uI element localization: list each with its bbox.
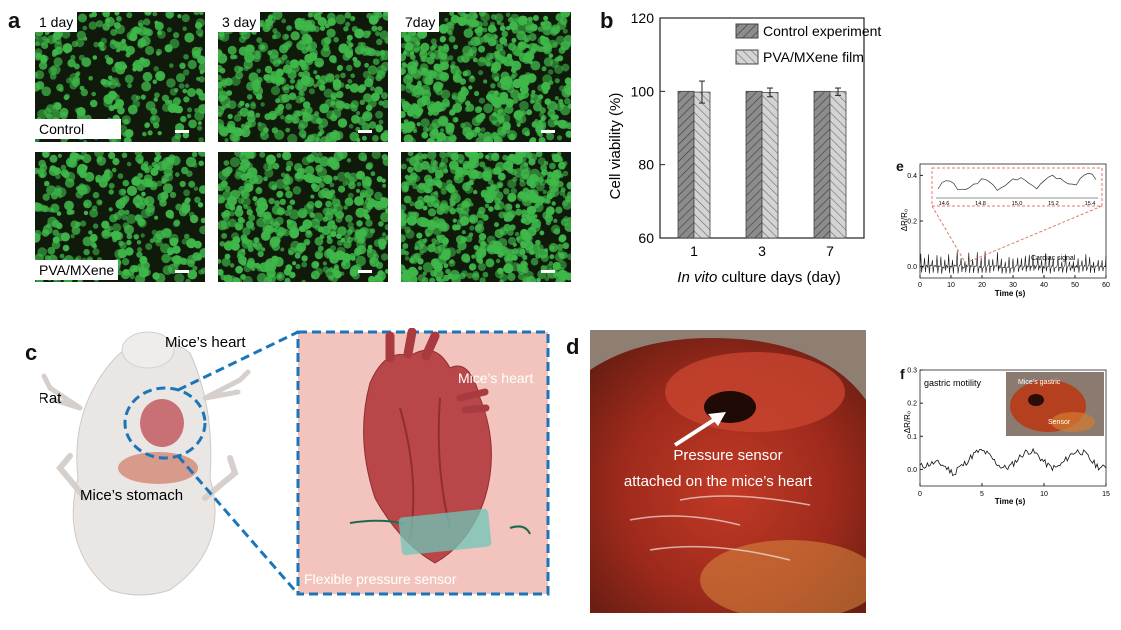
heart-focus-ring <box>123 386 207 460</box>
legend-swatch <box>735 23 759 39</box>
label-inset-heart: Mice’s heart <box>458 370 533 386</box>
x-tick-label: 60 <box>1102 282 1110 289</box>
y-tick-label: 100 <box>631 83 655 99</box>
y-tick-label: 0.0 <box>907 264 917 271</box>
day-label: 7day <box>401 12 440 32</box>
micrograph-control-day-3: 7day <box>401 12 571 142</box>
scale-bar <box>175 130 189 133</box>
x-axis-label: Time (s) <box>995 497 1026 506</box>
line-chart-cardiac-signal: ΔR/R₀ Time (s) Cardiac signal 0 10 20 30 40 5… <box>900 163 1110 298</box>
scale-bar <box>541 130 555 133</box>
label-flexible-sensor: Flexible pressure sensor <box>304 571 457 587</box>
bar-control <box>813 90 831 239</box>
x-tick-label: 0 <box>918 491 922 498</box>
inset-x-tick-label: 15.0 <box>1012 201 1023 207</box>
x-tick-label: 0 <box>918 282 922 289</box>
y-axis-label: ΔR/R₀ <box>900 209 909 231</box>
inset-x-tick-label: 14.6 <box>939 201 950 207</box>
gastric-signal-line <box>919 447 1107 477</box>
panel-label-c: c <box>25 340 38 365</box>
y-tick-label: 0.2 <box>907 219 917 226</box>
zoom-line-top <box>177 330 299 392</box>
x-tick-label: 3 <box>758 243 766 259</box>
label-mices-heart: Mice’s heart <box>165 334 246 351</box>
panel-label-d: d <box>566 334 580 359</box>
bar-chart-cell-viability: Cell viability (%) In vito culture days … <box>607 10 881 286</box>
y-tick-label: 0.4 <box>907 173 917 180</box>
label-attached-heart: attached on the mice’s heart <box>624 473 813 490</box>
bar-control <box>677 90 695 239</box>
inset-x-tick-label: 15.4 <box>1085 201 1096 207</box>
y-tick-label: 80 <box>638 157 654 173</box>
micrograph-pva-mxene-day-2 <box>218 152 388 282</box>
rat-heart-illustration: Mice’s heart Rat Mice’s stomach Mice’s h… <box>40 328 550 596</box>
y-axis-label: ΔR/R₀ <box>903 411 912 433</box>
x-tick-label: 20 <box>978 282 986 289</box>
scale-bar <box>175 270 189 273</box>
label-pressure-sensor: Pressure sensor <box>673 447 782 464</box>
zoom-line-bottom <box>176 455 300 595</box>
line-chart-gastric-motility: ΔR/R₀ Time (s) gastric motility 0 5 10 15 0.… <box>903 368 1110 507</box>
y-axis-label: Cell viability (%) <box>607 93 624 200</box>
label-rat: Rat <box>40 390 62 407</box>
legend-swatch <box>735 49 759 65</box>
bar-control <box>745 90 763 239</box>
group-label: Control <box>35 119 121 139</box>
rat-illustration <box>41 331 251 596</box>
scale-bar <box>358 270 372 273</box>
bar-pva-mxene <box>693 91 711 239</box>
x-axis-label: Time (s) <box>995 289 1026 298</box>
group-label: PVA/MXene <box>35 260 119 280</box>
inset-label-sensor: Sensor <box>1048 419 1071 426</box>
x-tick-label: 10 <box>1040 491 1048 498</box>
x-tick-label: 5 <box>980 491 984 498</box>
bar-pva-mxene <box>829 91 847 239</box>
scale-bar <box>358 130 372 133</box>
x-tick-label: 50 <box>1071 282 1079 289</box>
y-tick-label: 0.3 <box>907 368 917 375</box>
day-label: 1 day <box>35 12 78 32</box>
y-tick-label: 120 <box>631 10 655 26</box>
legend-label: Control experiment <box>763 23 881 39</box>
cardiac-signal-line <box>919 250 1107 274</box>
x-tick-label: 1 <box>690 243 698 259</box>
flexible-sensor-patch <box>398 508 492 556</box>
plot-frame <box>919 369 1107 487</box>
micrograph-pva-mxene-day-1: PVA/MXene <box>35 152 205 282</box>
bar-pva-mxene <box>761 92 779 239</box>
x-tick-label: 7 <box>826 243 834 259</box>
y-tick-label: 60 <box>638 230 654 246</box>
legend-label: PVA/MXene film <box>763 49 864 65</box>
x-tick-label: 40 <box>1040 282 1048 289</box>
micrograph-control-day-1: 1 day Control <box>35 12 205 142</box>
inset-signal-line <box>937 173 1097 191</box>
signal-annotation: gastric motility <box>924 378 982 388</box>
x-tick-label: 30 <box>1009 282 1017 289</box>
panel-label-e: e <box>896 158 904 174</box>
day-label: 3 day <box>218 12 261 32</box>
gastric-inset-photo <box>1006 372 1104 436</box>
panel-label-a: a <box>8 8 21 33</box>
heart-3d-illustration <box>363 328 492 564</box>
inset-label-gastric: Mice’s gastric <box>1018 379 1061 386</box>
x-tick-label: 10 <box>947 282 955 289</box>
zoom-inset <box>931 167 1103 207</box>
y-tick-label: 0.1 <box>907 434 917 441</box>
inset-x-tick-label: 15.2 <box>1048 201 1059 207</box>
panel-label-b: b <box>600 8 614 33</box>
y-tick-label: 0.0 <box>907 467 917 474</box>
x-axis-label: In vito culture days (day) <box>677 269 840 286</box>
scale-bar <box>541 270 555 273</box>
x-tick-label: 15 <box>1102 491 1110 498</box>
panel-label-f: f <box>900 366 905 382</box>
surgical-photo: Pressure sensor attached on the mice’s h… <box>590 330 866 613</box>
label-mices-stomach: Mice’s stomach <box>80 487 183 504</box>
arrow-to-sensor <box>673 414 722 447</box>
micrograph-pva-mxene-day-3 <box>401 152 571 282</box>
y-tick-label: 0.2 <box>907 401 917 408</box>
micrograph-control-day-2: 3 day <box>218 12 388 142</box>
inset-x-tick-label: 14.8 <box>975 201 986 207</box>
